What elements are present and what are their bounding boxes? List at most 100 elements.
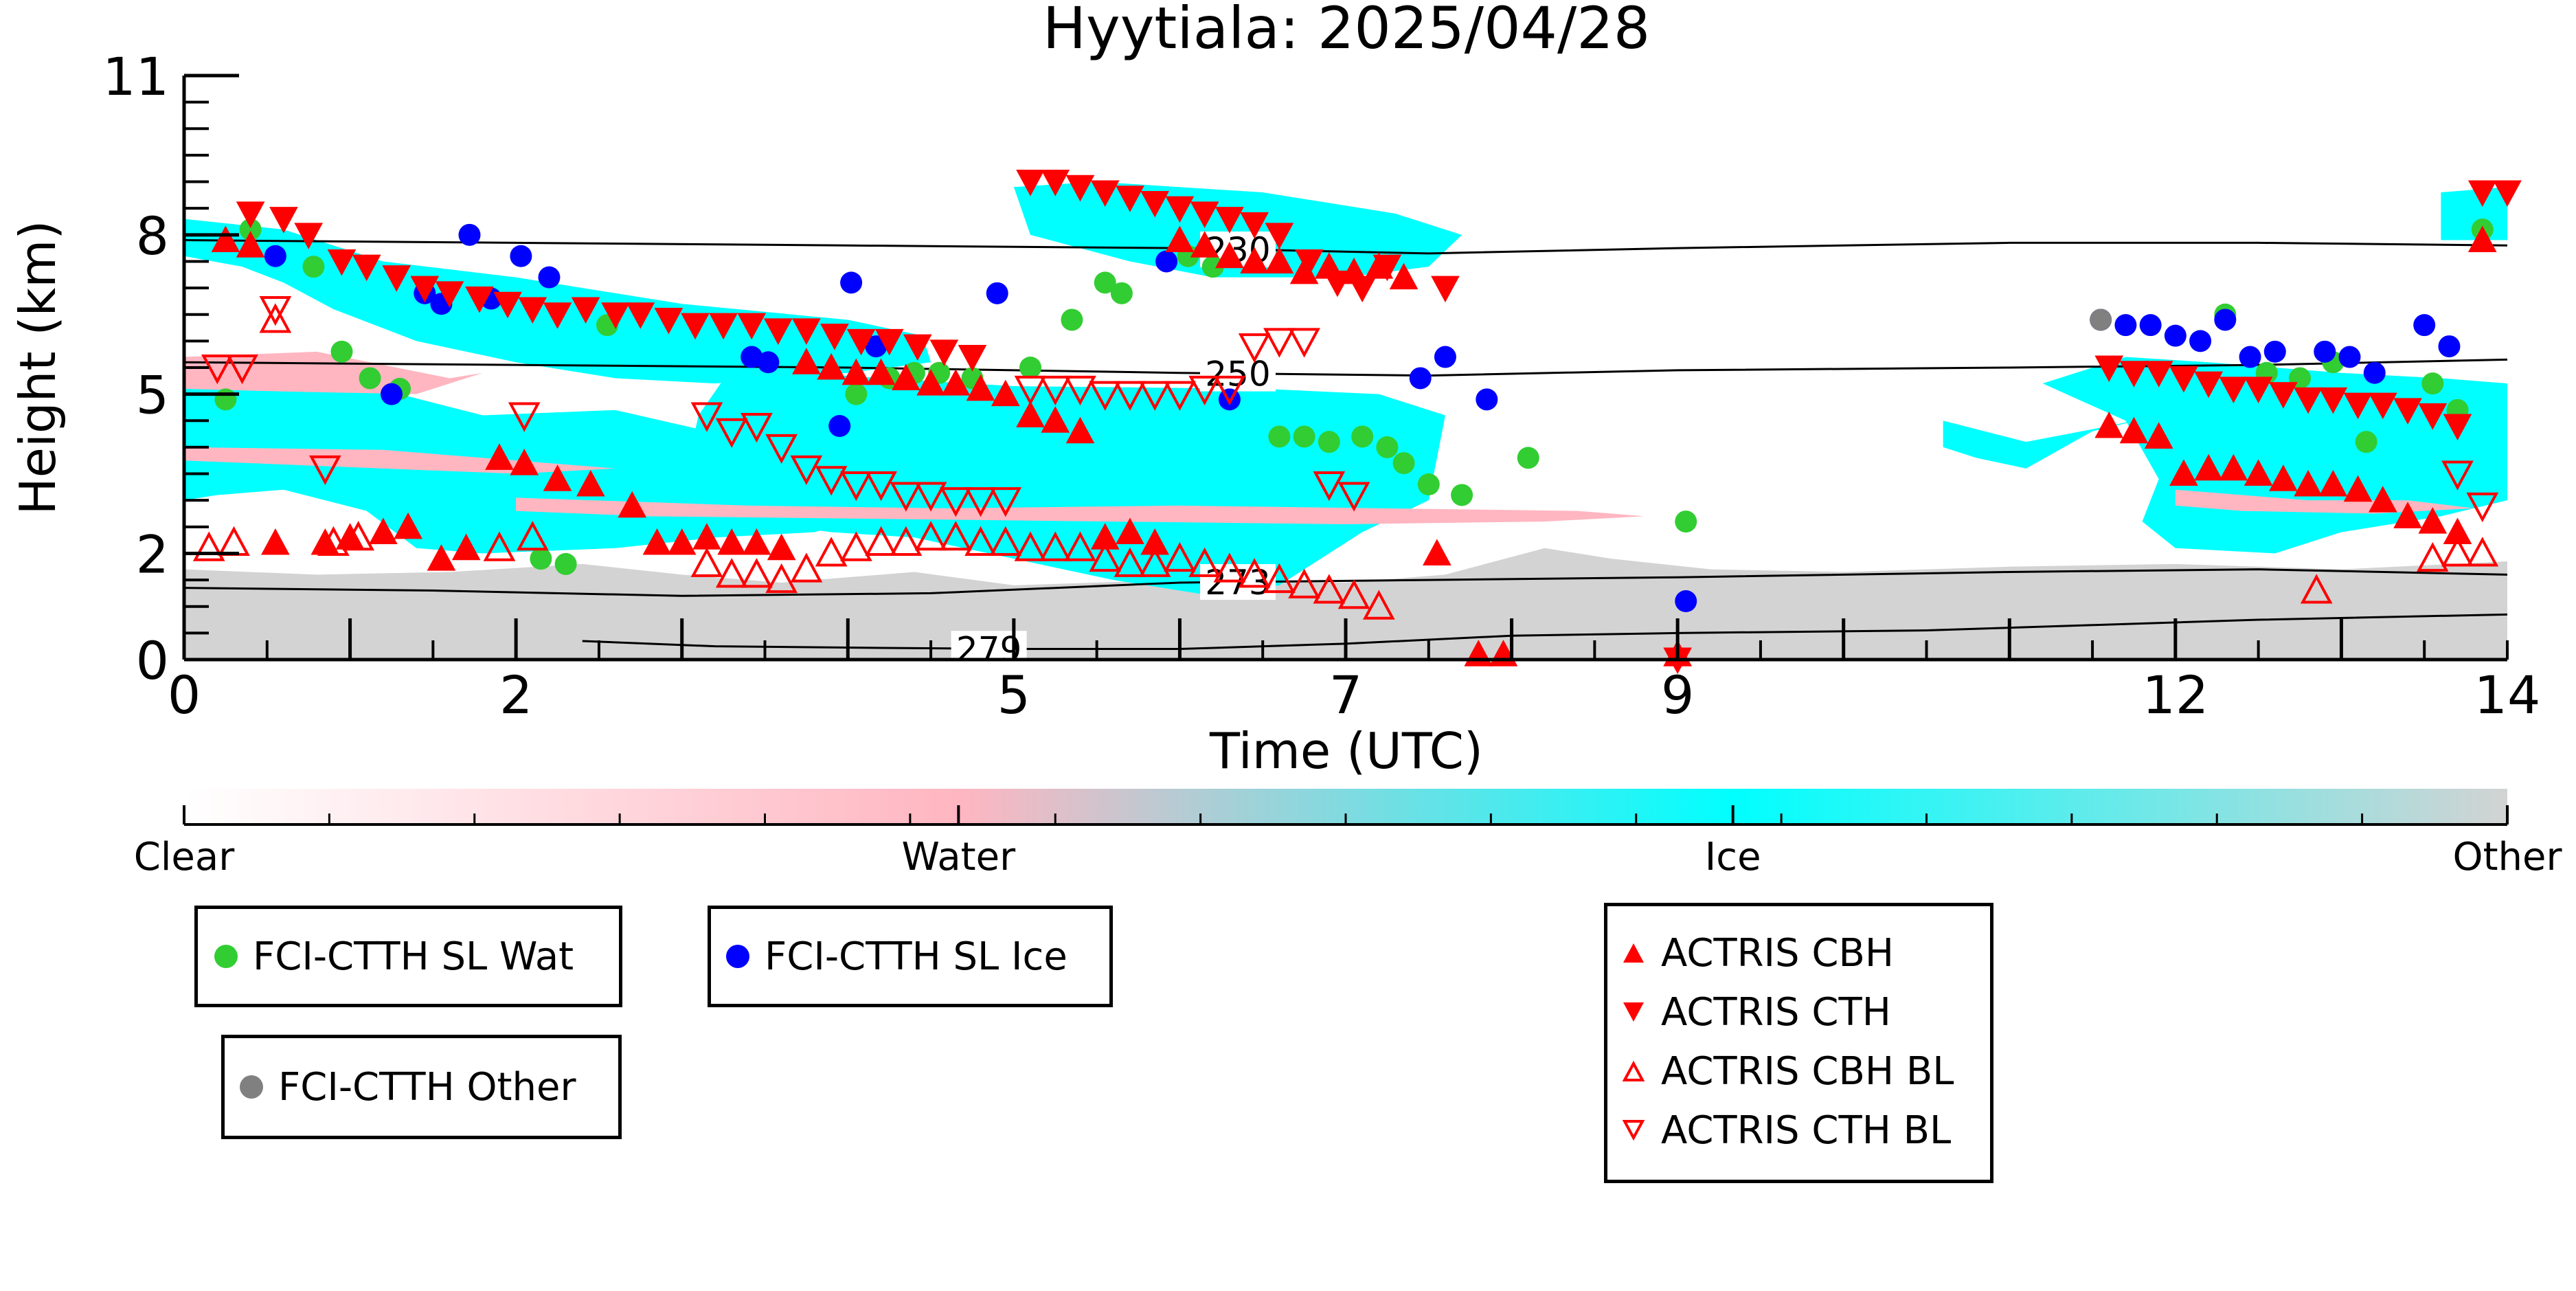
actris-cbh-marker (2393, 502, 2422, 528)
actris-cth-marker (2368, 392, 2397, 420)
actris-cth-marker (1348, 276, 1377, 303)
fci-ctth-sl-wat-point (1351, 425, 1374, 448)
actris-cth-marker (846, 328, 876, 356)
actris-cth-marker (654, 307, 683, 335)
actris-cbh-marker (1165, 225, 1195, 253)
actris-cbh-marker (941, 369, 971, 396)
actris-cbh-marker (1090, 523, 1120, 550)
fci-ctth-sl-wat-point (1061, 308, 1083, 331)
actris-cth-marker (2393, 398, 2422, 425)
actris-cth-bl-marker (1263, 328, 1296, 358)
actris-cth-marker (236, 201, 265, 228)
x-tick-label: 12 (2142, 664, 2208, 726)
actris-cbh-marker (2294, 469, 2323, 497)
actris-cbh-marker (1215, 241, 1244, 269)
legend-label-actris-cth: ACTRIS CTH (1661, 989, 1891, 1035)
actris-cbh-marker (642, 528, 672, 555)
isotherm-line (184, 239, 2507, 255)
actris-cth-marker (1295, 249, 1324, 276)
legend-label-actris-cbh-bl: ACTRIS CBH BL (1661, 1048, 1954, 1094)
actris-cth-marker (1140, 190, 1170, 218)
actris-cbh-bl-marker (342, 521, 375, 551)
actris-cth-marker (2493, 180, 2522, 207)
legend-label-fci-ice: FCI-CTTH SL Ice (765, 934, 1067, 979)
colorbar-label: Ice (1705, 835, 1761, 879)
actris-cbh-marker (767, 533, 796, 561)
actris-cth-bl-marker (308, 455, 341, 486)
actris-cth-marker (327, 249, 357, 276)
x-tick-label: 7 (1329, 664, 1362, 726)
actris-cbh-bl-marker (1263, 563, 1296, 594)
actris-cth-marker (435, 281, 464, 308)
fci-ctth-sl-ice-point (2363, 361, 2386, 384)
actris-cth-bl-marker (939, 487, 972, 517)
actris-cbh-bl-marker (259, 303, 292, 333)
fci-ctth-sl-wat-point (1293, 425, 1315, 448)
actris-cbh-bl-marker (1337, 579, 1370, 609)
fci-ctth-sl-wat-point (302, 256, 325, 278)
colorbar-label: Other (2452, 835, 2562, 879)
actris-cbh-bl-marker (1164, 541, 1196, 572)
legend-label-actris-cbh: ACTRIS CBH (1661, 930, 1895, 976)
actris-cbh-marker (261, 528, 290, 555)
actris-cth-marker (903, 334, 932, 361)
legend-actris: ACTRIS CBH ACTRIS CTH ACTRIS CBH BL ACTR… (1604, 903, 1993, 1183)
fci-ctth-sl-ice-point (1675, 590, 1697, 612)
actris-cth-bl-marker (765, 434, 798, 464)
mask-region-water (516, 497, 1645, 524)
actris-cbh-bl-marker (865, 526, 897, 556)
fci-ctth-sl-ice-point (1218, 388, 1241, 411)
actris-cth-marker (2467, 180, 2497, 207)
fci-ctth-sl-wat-point (2355, 431, 2377, 453)
legend-label-fci-other: FCI-CTTH Other (278, 1064, 576, 1110)
actris-cth-bl-marker (690, 402, 723, 432)
actris-cth-bl-marker (1188, 375, 1221, 406)
actris-cth-marker (2294, 387, 2323, 414)
actris-cbh-marker (841, 358, 871, 385)
y-axis-label: Height (km) (9, 221, 67, 515)
y-tick-label: 0 (136, 630, 169, 691)
mask-region-other (184, 548, 2507, 660)
actris-cbh-marker (485, 443, 514, 470)
actris-cth-marker (543, 302, 572, 329)
fci-ctth-sl-ice-point (2438, 335, 2461, 358)
actris-cbh-bl-marker (317, 526, 350, 556)
actris-cth-marker (2418, 403, 2448, 430)
actris-cth-marker (763, 318, 793, 345)
actris-cth-bl-marker (2441, 460, 2474, 491)
actris-cbh-marker (2119, 416, 2149, 444)
actris-cbh-bl-marker (516, 521, 549, 551)
actris-cbh-marker (891, 363, 920, 390)
actris-cbh-marker (817, 352, 846, 380)
actris-cth-marker (874, 328, 904, 356)
actris-cbh-marker (667, 528, 697, 555)
actris-cth-marker (410, 276, 440, 303)
actris-cbh-marker (866, 358, 896, 385)
fci-ctth-sl-ice-point (1155, 250, 1178, 273)
actris-cbh-bl-marker (741, 558, 773, 588)
actris-cbh-bl-marker (790, 552, 823, 583)
actris-cth-bl-marker (259, 296, 292, 326)
actris-cth-marker (382, 265, 411, 292)
actris-cbh-bl-marker (815, 537, 848, 567)
fci-ctth-sl-wat-point (2421, 372, 2444, 395)
fci-ctth-sl-wat-point (1675, 510, 1697, 533)
chart-title: Hyytiala: 2025/04/28 (1043, 0, 1650, 62)
actris-cbh-bl-marker (1114, 547, 1146, 577)
actris-cbh-marker (991, 379, 1020, 407)
legend-filled-up-triangle-icon (1623, 943, 1644, 963)
legend-fci-other: FCI-CTTH Other (221, 1035, 622, 1139)
fci-ctth-sl-wat-point (554, 552, 577, 575)
fci-ctth-sl-wat-point (359, 367, 381, 390)
actris-cth-bl-marker (890, 482, 923, 512)
actris-cth-bl-marker (1114, 381, 1146, 411)
actris-cth-marker (294, 223, 324, 249)
actris-cth-marker (681, 313, 710, 340)
fci-ctth-sl-ice-point (264, 245, 286, 267)
fci-ctth-sl-wat-point (1268, 425, 1291, 448)
actris-cbh-marker (2269, 464, 2298, 491)
actris-cth-marker (571, 297, 600, 324)
actris-cth-bl-marker (1288, 328, 1320, 358)
